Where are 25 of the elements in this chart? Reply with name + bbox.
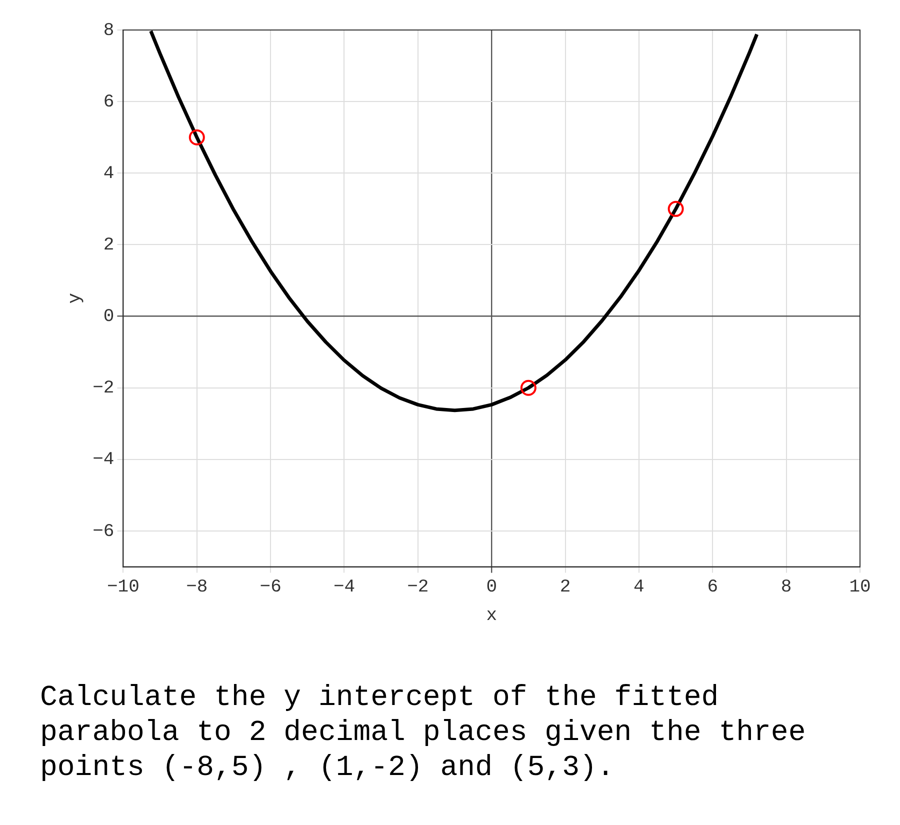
point xyxy=(188,129,205,146)
x-tick-label: 6 xyxy=(707,577,718,598)
x-tick-label: −2 xyxy=(407,577,429,598)
x-tick-label: 0 xyxy=(486,577,498,598)
y-axis-title: y xyxy=(66,292,86,304)
x-tick-label: 4 xyxy=(634,577,644,598)
x-tick-label: 10 xyxy=(849,577,871,598)
point xyxy=(520,380,536,396)
y-tick-label: 2 xyxy=(103,235,114,256)
text: Calculate the y intercept of the fitted parabola to 2 decimal places given the three points (-8,5) , (1,-2) and (5,3). xyxy=(40,680,807,785)
x-tick-label: 2 xyxy=(560,577,571,598)
x-tick-label: 8 xyxy=(780,577,792,598)
y-tick-label: 8 xyxy=(103,20,114,41)
x-tick-label: −6 xyxy=(260,577,282,598)
x-tick-label: −10 xyxy=(107,577,140,598)
y-tick-label: −4 xyxy=(92,450,114,470)
y-tick-label: 0 xyxy=(103,307,114,328)
point xyxy=(668,200,684,217)
y-tick-label: −6 xyxy=(92,522,114,542)
y-tick-label: 4 xyxy=(103,164,114,184)
x-axis-title: x xyxy=(486,606,498,626)
x-tick-label: −8 xyxy=(186,577,208,598)
x-tick-label: −4 xyxy=(333,577,356,598)
y-tick-label: −2 xyxy=(92,378,114,399)
y-tick-label: 6 xyxy=(103,92,114,112)
